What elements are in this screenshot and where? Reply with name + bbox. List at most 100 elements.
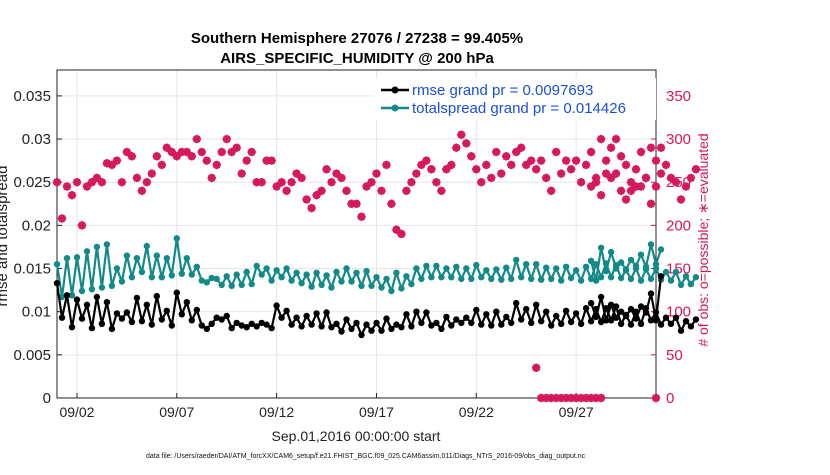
- obs-evaluated-point: [651, 156, 661, 165]
- data-point: [363, 267, 370, 275]
- data-point: [278, 314, 285, 321]
- obs-evaluated-point: [596, 393, 606, 403]
- data-point: [178, 270, 185, 277]
- obs-evaluated-point: [232, 143, 241, 152]
- data-point: [468, 275, 475, 283]
- obs-evaluated-point: [631, 165, 641, 174]
- data-point: [597, 274, 605, 281]
- data-point: [68, 324, 76, 331]
- data-point: [572, 267, 580, 274]
- data-point: [83, 248, 91, 255]
- data-point: [558, 320, 565, 327]
- data-point: [163, 255, 170, 262]
- data-point: [83, 301, 91, 308]
- data-file-footer: data file: /Users/raeder/DAI/ATM_forcXX/…: [146, 453, 586, 460]
- data-point: [553, 312, 560, 320]
- x-tick-label: 09/07: [159, 404, 194, 420]
- obs-evaluated-point: [237, 169, 246, 178]
- series-layer: [52, 130, 701, 403]
- data-point: [458, 275, 465, 283]
- data-point: [562, 263, 570, 270]
- data-point: [587, 275, 595, 283]
- data-point: [508, 319, 515, 327]
- data-point: [582, 305, 590, 312]
- obs-evaluated-point: [112, 156, 122, 165]
- obs-evaluated-point: [532, 165, 541, 174]
- data-point: [388, 325, 395, 333]
- data-point: [93, 243, 101, 251]
- data-point: [173, 235, 180, 242]
- data-point: [677, 327, 685, 334]
- data-point: [448, 274, 455, 281]
- data-point: [243, 324, 250, 331]
- data-point: [68, 292, 76, 299]
- data-point: [353, 269, 360, 276]
- data-point: [203, 279, 210, 286]
- x-tick-label: 09/27: [559, 404, 594, 420]
- data-point: [518, 274, 525, 281]
- obs-evaluated-point: [52, 178, 62, 187]
- data-point: [647, 290, 655, 297]
- data-point: [672, 314, 680, 321]
- x-tick-label: 09/22: [459, 404, 494, 420]
- obs-evaluated-point: [502, 152, 511, 161]
- data-point: [133, 255, 141, 262]
- data-point: [118, 278, 126, 285]
- data-point: [652, 317, 660, 324]
- obs-evaluated-point: [317, 186, 326, 196]
- obs-evaluated-point: [546, 186, 556, 196]
- data-point: [298, 280, 305, 287]
- obs-evaluated-point: [606, 143, 616, 152]
- obs-evaluated-point: [382, 160, 391, 170]
- y-tick-label-right: 150: [666, 261, 691, 278]
- data-point: [438, 325, 445, 333]
- data-point: [587, 257, 595, 264]
- obs-evaluated-point: [656, 169, 666, 178]
- data-point: [612, 314, 620, 321]
- data-point: [672, 268, 680, 276]
- data-point: [348, 325, 355, 333]
- obs-evaluated-point: [387, 199, 396, 208]
- obs-evaluated-point: [127, 152, 137, 161]
- obs-evaluated-point: [636, 182, 646, 191]
- data-point: [647, 317, 655, 324]
- data-point: [368, 282, 375, 289]
- data-point: [453, 316, 460, 323]
- data-point: [627, 305, 635, 313]
- data-point: [558, 277, 565, 284]
- obs-evaluated-point: [342, 186, 351, 196]
- data-point: [423, 309, 430, 316]
- obs-evaluated-point: [591, 178, 601, 187]
- chart-subtitle: AIRS_SPECIFIC_HUMIDITY @ 200 hPa: [220, 50, 494, 67]
- data-point: [258, 271, 265, 278]
- data-point: [632, 262, 640, 270]
- obs-evaluated-point: [282, 186, 291, 196]
- obs-evaluated-point: [77, 221, 87, 230]
- data-point: [398, 324, 405, 331]
- data-point: [607, 274, 615, 281]
- obs-evaluated-point: [651, 182, 661, 191]
- data-point: [403, 273, 410, 280]
- data-point: [538, 318, 545, 325]
- data-point: [168, 272, 175, 279]
- obs-evaluated-point: [601, 169, 611, 178]
- obs-evaluated-point: [462, 139, 471, 148]
- data-point: [647, 275, 655, 283]
- data-point: [128, 274, 136, 281]
- data-point: [73, 296, 81, 303]
- obs-evaluated-point: [581, 160, 591, 170]
- data-point: [498, 276, 505, 283]
- data-point: [313, 269, 320, 276]
- data-point: [567, 318, 575, 326]
- data-point: [413, 308, 420, 315]
- obs-evaluated-point: [72, 178, 82, 187]
- data-point: [98, 284, 106, 291]
- data-point: [53, 261, 61, 268]
- y-tick-label-right: 50: [666, 347, 683, 364]
- series-0: [53, 273, 700, 339]
- data-point: [378, 284, 385, 291]
- obs-evaluated-point: [227, 147, 236, 157]
- x-axis-label: Sep.01,2016 00:00:00 start: [272, 428, 441, 444]
- data-point: [408, 280, 415, 288]
